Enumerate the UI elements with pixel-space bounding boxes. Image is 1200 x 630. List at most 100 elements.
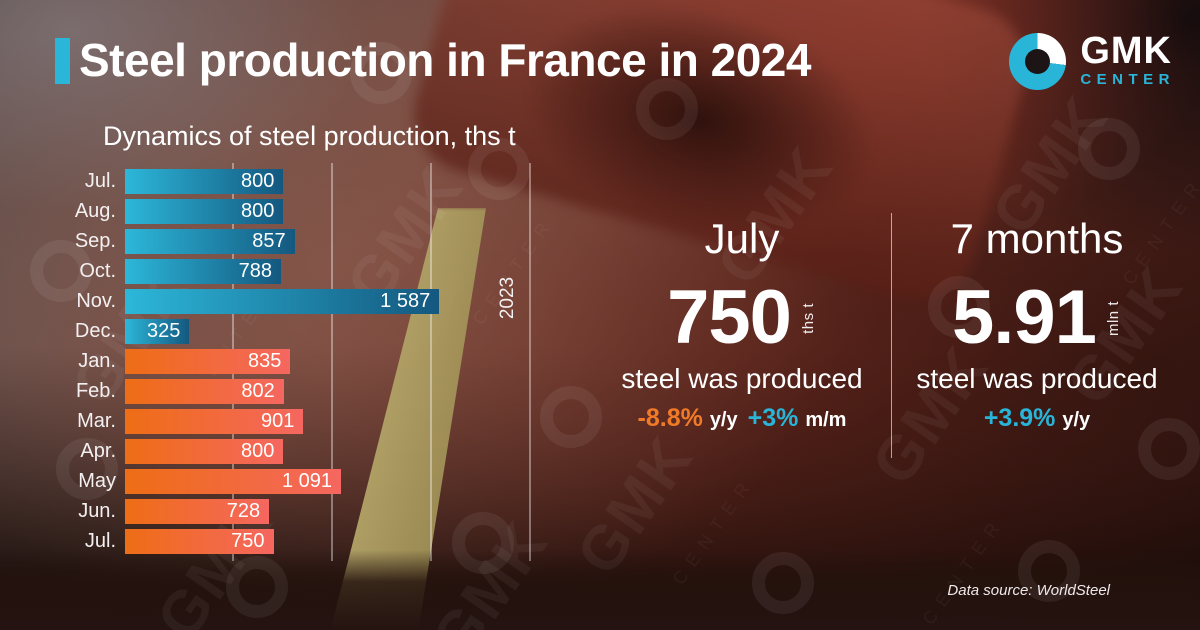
gridline-1500 xyxy=(430,163,432,562)
bar-2024: 1 091 xyxy=(125,469,342,495)
bar-2023: 1 587 xyxy=(125,289,440,315)
change-value: +3% xyxy=(747,403,806,432)
panel-unit: mln t xyxy=(1104,300,1122,336)
change-period: y/y xyxy=(1062,408,1091,431)
month-label: Apr. xyxy=(80,440,116,463)
chart-row-2023-Dec: Dec. 325 xyxy=(55,319,555,345)
bar-value-label: 800 xyxy=(241,170,275,193)
bar-2024: 835 xyxy=(125,349,291,375)
gmk-donut-icon xyxy=(1009,33,1067,90)
bar-track: 835 xyxy=(125,349,521,375)
panel-value-row: 750 ths t xyxy=(608,280,876,356)
page-title: Steel production in France in 2024 xyxy=(79,34,811,86)
bar-value-label: 802 xyxy=(241,380,275,403)
month-label: Nov. xyxy=(76,290,116,313)
bar-track: 728 xyxy=(125,499,521,525)
month-label: Jan. xyxy=(78,350,116,373)
bar-track: 800 xyxy=(125,199,521,225)
bar-2023: 800 xyxy=(125,169,284,195)
bar-value-label: 800 xyxy=(241,200,275,223)
bar-value-label: 800 xyxy=(241,440,275,463)
month-label: Feb. xyxy=(75,380,116,403)
panel-change-indicators: +3.9% y/y xyxy=(903,404,1171,433)
chart-row-2024-Jan: Jan. 835 xyxy=(55,349,555,375)
bar-2023: 788 xyxy=(125,259,282,285)
month-label: Aug. xyxy=(74,200,116,223)
bar-2023: 857 xyxy=(125,229,295,255)
bar-value-label: 1 587 xyxy=(380,290,431,313)
bar-2024: 800 xyxy=(125,439,284,465)
logo-brand: GMK xyxy=(1080,29,1172,72)
logo-text: GMK CENTER xyxy=(1080,29,1175,89)
month-label: Jul. xyxy=(84,170,116,193)
bar-track: 1 091 xyxy=(125,469,521,495)
chart-row-2023-Aug: Aug. 800 xyxy=(55,199,555,225)
bar-2024: 802 xyxy=(125,379,284,405)
bar-2024: 901 xyxy=(125,409,304,435)
bar-value-label: 835 xyxy=(247,350,282,373)
panel-divider-line xyxy=(891,213,892,458)
chart-row-2024-Jul: Jul. 750 xyxy=(55,529,555,555)
panel-caption: steel was produced xyxy=(621,362,863,394)
panel-unit: ths t xyxy=(799,303,817,334)
chart-row-2024-Apr: Apr. 800 xyxy=(55,439,555,465)
chart-rows: Jul. 800 Aug. 800 Sep. 857 Oct. 788 Nov. 1 587 Dec… xyxy=(55,169,555,555)
change-period: m/m xyxy=(805,408,847,431)
gridline-1000 xyxy=(331,163,333,562)
chart-title: Dynamics of steel production, ths t xyxy=(103,121,516,151)
gmk-ring-watermark-icon xyxy=(752,552,814,614)
panel-change-indicators: -8.8% y/y +3% m/m xyxy=(608,404,876,433)
chart-row-2023-Nov: Nov. 1 587 xyxy=(55,289,555,315)
header: Steel production in France in 2024 xyxy=(55,36,811,84)
chart-row-2024-Jun: Jun. 728 xyxy=(55,499,555,525)
bar-value-label: 728 xyxy=(226,500,261,523)
month-label: Oct. xyxy=(79,260,116,283)
month-label: Dec. xyxy=(74,320,116,343)
bar-value-label: 857 xyxy=(252,230,286,253)
bar-track: 800 xyxy=(125,169,521,195)
bar-value-label: 788 xyxy=(238,260,273,283)
bar-track: 802 xyxy=(125,379,521,405)
chart-plot-area: Jul. 800 Aug. 800 Sep. 857 Oct. 788 Nov. 1 587 Dec… xyxy=(55,163,555,562)
month-label: Jun. xyxy=(78,500,116,523)
gmk-ring-watermark-icon xyxy=(1018,540,1080,602)
panel-title: July xyxy=(704,215,780,262)
change-period: y/y xyxy=(709,408,738,431)
july-summary-panel: July 750 ths t steel was produced -8.8% … xyxy=(608,214,876,433)
chart-row-2023-Jul: Jul. 800 xyxy=(55,169,555,195)
chart-row-2023-Oct: Oct. 788 xyxy=(55,259,555,285)
bar-value-label: 750 xyxy=(231,530,265,553)
bar-track: 788 xyxy=(125,259,521,285)
steel-production-bar-chart: Dynamics of steel production, ths t Jul.… xyxy=(55,120,555,562)
month-label: Mar. xyxy=(77,410,116,433)
panel-caption: steel was produced xyxy=(916,362,1158,394)
bar-value-label: 325 xyxy=(146,320,181,343)
gmk-ring-watermark-icon xyxy=(636,78,698,140)
bar-2024: 728 xyxy=(125,499,270,525)
bar-track: 1 587 xyxy=(125,289,521,315)
chart-row-2024-May: May 1 091 xyxy=(55,469,555,495)
year-2023-label: 2023 xyxy=(497,277,518,320)
bar-track: 325 xyxy=(125,319,521,345)
panel-value-row: 5.91 mln t xyxy=(903,275,1171,361)
gridline-2000 xyxy=(529,163,531,562)
change-value: +3.9% xyxy=(983,403,1063,432)
bar-2024: 750 xyxy=(125,529,274,555)
logo-subtitle: CENTER xyxy=(1080,71,1175,89)
bar-track: 750 xyxy=(125,529,521,555)
panel-title: 7 months xyxy=(950,215,1124,262)
chart-row-2024-Feb: Feb. 802 xyxy=(55,379,555,405)
bar-2023: 800 xyxy=(125,199,284,225)
bar-track: 857 xyxy=(125,229,521,255)
panel-value: 5.91 xyxy=(952,275,1097,361)
seven-months-summary-panel: 7 months 5.91 mln t steel was produced +… xyxy=(903,214,1171,433)
change-value: -8.8% xyxy=(637,403,710,432)
chart-row-2024-Mar: Mar. 901 xyxy=(55,409,555,435)
background-bottom-shadow xyxy=(0,550,1200,630)
month-label: May xyxy=(78,470,116,493)
bar-track: 901 xyxy=(125,409,521,435)
chart-row-2023-Sep: Sep. 857 xyxy=(55,229,555,255)
month-label: Sep. xyxy=(74,230,116,253)
gmk-center-logo: GMK CENTER xyxy=(1009,29,1175,90)
